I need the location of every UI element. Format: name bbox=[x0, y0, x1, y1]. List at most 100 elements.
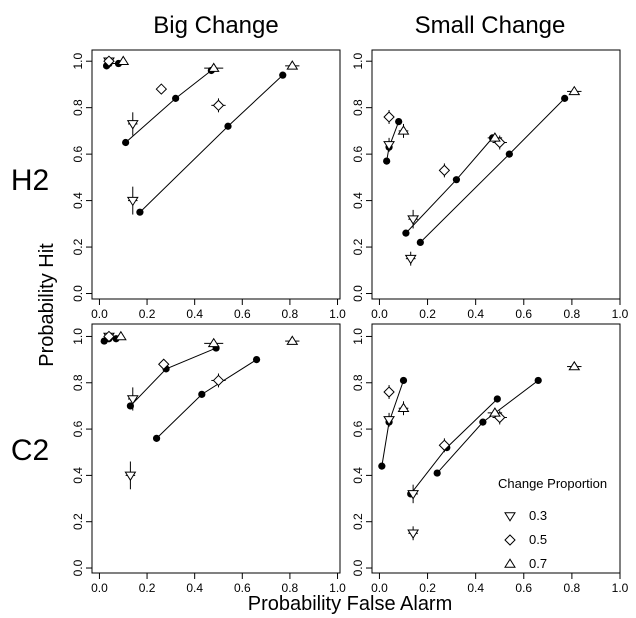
observed-point-triangle-up bbox=[207, 62, 220, 72]
observed-point-diamond bbox=[383, 111, 395, 123]
model-point bbox=[383, 157, 391, 165]
x-tick-label: 0.8 bbox=[282, 581, 299, 595]
panel-h2-big-change: 0.0 0.0 0.2 0.2 0.4 0.4 0.6 0.6 0.8 0.8 1.0 1.0 bbox=[71, 49, 346, 321]
legend: Change Proportion 0.3 0.5 0.7 bbox=[498, 476, 607, 571]
y-tick-label: 0.8 bbox=[71, 374, 85, 391]
model-point bbox=[395, 118, 403, 126]
panels: 0.0 0.0 0.2 0.2 0.4 0.4 0.6 0.6 0.8 0.8 1.0 1.0 0.0 0… bbox=[71, 49, 629, 595]
y-tick-label: 0.4 bbox=[351, 467, 365, 484]
observed-point-triangle-up bbox=[286, 60, 299, 70]
model-point bbox=[172, 94, 180, 102]
model-line bbox=[405, 137, 493, 234]
column-title-big-change: Big Change bbox=[153, 12, 278, 39]
y-tick-label: 0.0 bbox=[71, 559, 85, 576]
y-tick-label: 1.0 bbox=[351, 328, 365, 345]
y-tick-label: 0.2 bbox=[351, 238, 365, 255]
observed-point-triangle-down bbox=[407, 490, 420, 500]
x-tick-label: 0.6 bbox=[234, 307, 251, 321]
observed-point-triangle-up bbox=[568, 360, 581, 371]
model-point bbox=[561, 94, 569, 102]
model-point bbox=[198, 390, 206, 398]
observed-point-triangle-down bbox=[126, 196, 139, 207]
legend-label-0-5: 0.5 bbox=[529, 532, 547, 547]
observed-point-diamond bbox=[438, 164, 451, 177]
y-tick-label: 0.0 bbox=[351, 285, 365, 302]
model-point bbox=[479, 418, 487, 426]
model-point bbox=[493, 395, 501, 403]
observed-point-triangle-down bbox=[383, 416, 395, 426]
observed-point-triangle-down bbox=[126, 120, 139, 130]
y-axis-title: Probability Hit bbox=[36, 243, 58, 367]
x-tick-label: 0.6 bbox=[515, 307, 532, 321]
observed-point-triangle-up bbox=[489, 132, 501, 142]
model-point bbox=[126, 402, 134, 410]
x-tick-label: 0.2 bbox=[419, 581, 436, 595]
observed-point-triangle-up bbox=[286, 335, 299, 345]
y-tick-label: 1.0 bbox=[71, 53, 85, 70]
observed-point-triangle-up bbox=[489, 407, 501, 417]
observed-point-triangle-up bbox=[207, 337, 220, 348]
observed-point-diamond bbox=[158, 358, 170, 370]
observed-point-triangle-up bbox=[397, 125, 410, 135]
x-tick-label: 0.2 bbox=[139, 581, 156, 595]
y-tick-label: 1.0 bbox=[351, 53, 365, 70]
x-tick-label: 0.0 bbox=[371, 581, 388, 595]
x-tick-label: 0.0 bbox=[371, 307, 388, 321]
legend-title: Change Proportion bbox=[498, 476, 607, 491]
y-tick-label: 0.2 bbox=[351, 513, 365, 530]
panel-h2-small-change: 0.0 0.0 0.2 0.2 0.4 0.4 0.6 0.6 0.8 0.8 1.0 1.0 bbox=[351, 49, 629, 321]
x-tick-label: 0.0 bbox=[91, 581, 108, 595]
observed-point-diamond bbox=[383, 386, 395, 398]
observed-point-diamond bbox=[212, 374, 225, 387]
panel-frame bbox=[91, 49, 341, 300]
y-tick-label: 0.8 bbox=[351, 374, 365, 391]
x-tick-label: 0.8 bbox=[564, 581, 581, 595]
panel-c2-small-change: 0.0 0.0 0.2 0.2 0.4 0.4 0.6 0.6 0.8 0.8 1.0 1.0 bbox=[351, 323, 629, 595]
x-tick-label: 0.4 bbox=[186, 581, 203, 595]
x-tick-label: 1.0 bbox=[329, 307, 346, 321]
x-tick-label: 1.0 bbox=[612, 581, 629, 595]
y-tick-label: 0.4 bbox=[71, 192, 85, 209]
observed-point-triangle-down bbox=[407, 529, 420, 539]
model-point bbox=[378, 462, 386, 470]
model-line bbox=[139, 74, 284, 213]
row-label-h2: H2 bbox=[11, 164, 49, 197]
x-axis-title: Probability False Alarm bbox=[248, 593, 453, 615]
y-tick-label: 0.6 bbox=[351, 145, 365, 162]
observed-point-triangle-down bbox=[126, 395, 139, 405]
model-point bbox=[152, 434, 161, 442]
legend-marker-diamond bbox=[504, 534, 516, 546]
model-line bbox=[156, 359, 257, 439]
y-tick-label: 0.6 bbox=[71, 145, 85, 162]
x-tick-label: 1.0 bbox=[329, 581, 346, 595]
y-tick-label: 0.0 bbox=[351, 559, 365, 576]
model-line bbox=[410, 398, 498, 495]
observed-point-triangle-down bbox=[124, 471, 137, 482]
y-tick-label: 1.0 bbox=[71, 328, 85, 345]
model-point bbox=[279, 71, 287, 79]
model-point bbox=[252, 356, 261, 364]
y-tick-label: 0.2 bbox=[71, 238, 85, 255]
x-tick-label: 0.0 bbox=[91, 307, 108, 321]
model-point bbox=[402, 229, 410, 237]
observed-point-triangle-up bbox=[114, 330, 127, 341]
observed-point-triangle-down bbox=[407, 215, 420, 225]
x-tick-label: 0.4 bbox=[467, 581, 484, 595]
x-tick-label: 0.4 bbox=[186, 307, 203, 321]
model-point bbox=[534, 376, 542, 385]
panel-frame bbox=[91, 323, 341, 574]
x-tick-label: 1.0 bbox=[612, 307, 629, 321]
y-tick-label: 0.4 bbox=[71, 467, 85, 484]
legend-label-0-3: 0.3 bbox=[529, 508, 547, 523]
panel-frame bbox=[371, 323, 621, 574]
model-point bbox=[399, 376, 408, 385]
model-point bbox=[505, 150, 513, 158]
y-tick-label: 0.0 bbox=[71, 285, 85, 302]
observed-point-diamond bbox=[103, 55, 115, 67]
observed-point-diamond bbox=[155, 83, 168, 95]
legend-marker-triangle-up bbox=[504, 558, 516, 568]
observed-point-triangle-down bbox=[404, 254, 417, 265]
y-tick-label: 0.6 bbox=[351, 420, 365, 437]
y-tick-label: 0.8 bbox=[351, 99, 365, 116]
